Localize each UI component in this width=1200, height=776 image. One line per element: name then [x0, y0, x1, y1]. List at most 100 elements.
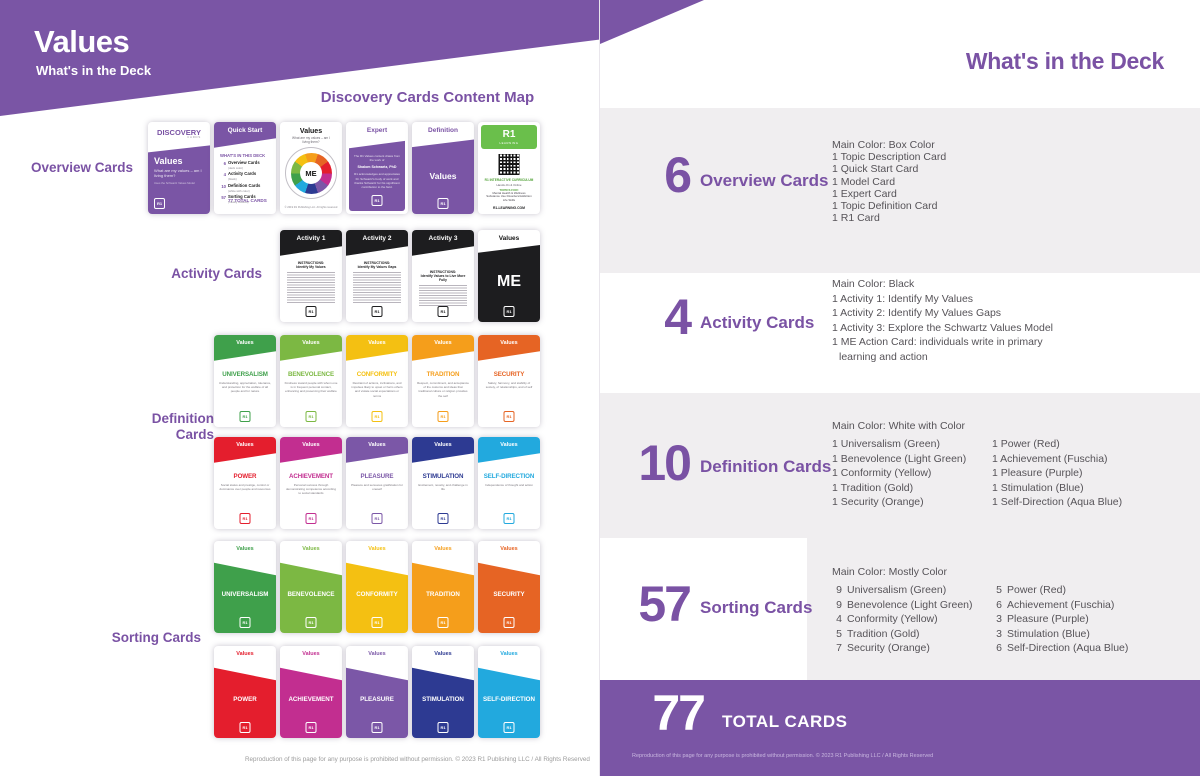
quick-start-item-count: 57 — [221, 195, 226, 201]
r1-logo-sub: LEARNING — [499, 140, 519, 145]
quick-start-item-count: 6 — [223, 161, 226, 166]
sorting-value-name: TRADITION — [426, 590, 460, 598]
card-activity-2: Activity 2 INSTRUCTIONS: Identify My Value… — [346, 230, 408, 322]
definition-detail-line: 1 Power (Red) — [992, 438, 1060, 450]
card-quick-start: Quick Start WHAT'S IN THIS DECK 6 Overview … — [214, 122, 276, 214]
sorting-values-banner: Values — [368, 546, 386, 552]
total-cards-bar — [600, 680, 1200, 776]
activity-paragraph-placeholder — [419, 284, 467, 307]
r1-curriculum-text: R1 INTERACTIVE CURRICULUM — [484, 178, 534, 182]
definition-card-body: Values R1 — [412, 139, 474, 214]
sorting-card-body: PLEASURE R1 — [346, 667, 408, 738]
activity-detail-line: learning and action — [839, 350, 928, 363]
definition-value-name: TRADITION — [426, 371, 460, 378]
quick-start-item-title: Overview Cards — [228, 160, 260, 165]
sorting-detail-line: 6 Self-Direction (Aqua Blue) — [992, 641, 1128, 656]
row-label-definition: Definition Cards — [0, 411, 214, 443]
definition-values-banner: Values — [280, 437, 342, 463]
card-model: Values What are my values – am I living t… — [280, 122, 342, 214]
r1-topics-label: TOPICS FOR: — [499, 187, 519, 192]
activity-body: INSTRUCTIONS: Identify My Values — [286, 261, 336, 304]
r1-logo-icon: R1 — [437, 411, 449, 422]
overview-details: Main Color: Box Color 1 Topic Description… — [832, 139, 946, 224]
definition-value-text: Kindness toward people with whom one is … — [284, 381, 338, 394]
overview-detail-line: 1 Topic Definition Card — [832, 200, 938, 213]
overview-detail-line: Main Color: Box Color — [832, 139, 935, 151]
definition-count: 10 — [638, 435, 692, 491]
total-label: TOTAL CARDS — [722, 712, 848, 731]
activity-detail-line: 1 Activity 1: Identify My Values — [832, 292, 974, 305]
expert-card-heading: Expert — [366, 127, 388, 134]
right-footer-text: Reproduction of this page for any purpos… — [632, 753, 934, 759]
expert-name: Shalom Schwartz, PhD — [357, 165, 397, 170]
card-definition-conformity: Values CONFORMITY Restraint of actions, in… — [346, 335, 408, 427]
sorting-details-band — [807, 538, 1200, 680]
sorting-detail-count: 6 — [996, 598, 1002, 611]
definition-value-text: Personal success through demonstrating c… — [285, 483, 337, 496]
row-label-definition-line1: Definition — [151, 411, 214, 426]
card-definition-power: Values POWER Social status and prestige, c… — [214, 437, 276, 529]
sorting-card-body: SECURITY R1 — [478, 562, 540, 633]
r1-topic-line: Mental Health & Wellness — [492, 190, 526, 195]
deck-title: Values — [34, 24, 130, 59]
definition-value-text: Independence of thought and action — [485, 483, 533, 487]
discovery-card-note: Uses the Schwartz Values Model — [154, 180, 195, 185]
definition-value-name: ACHIEVEMENT — [289, 473, 333, 480]
r1-logo-icon: R1 — [503, 306, 515, 317]
sorting-details-col1: 9 Universalism (Green) 9 Benevolence (Light… — [832, 583, 973, 656]
definition-card-title: Values — [429, 171, 457, 182]
r1-hands-on-text: Hands-On & Online — [496, 182, 522, 187]
definition-value-name: SECURITY — [493, 371, 525, 378]
definition-value-name: SELF-DIRECTION — [483, 473, 535, 480]
sorting-values-banner: Values — [434, 651, 452, 657]
activity-details: Main Color: Black 1 Activity 1: Identify … — [832, 277, 1053, 365]
card-sorting-self-direction: Values SELF-DIRECTION R1 — [478, 646, 540, 738]
card-definition-universalism: Values UNIVERSALISM Understanding, appreci… — [214, 335, 276, 427]
r1-logo-icon: R1 — [305, 411, 317, 422]
card-sorting-pleasure: Values PLEASURE R1 — [346, 646, 408, 738]
sorting-detail-text: Universalism (Green) — [847, 584, 947, 596]
overview-detail-line: 1 Topic Description Card — [832, 151, 947, 164]
sorting-value-name: ACHIEVEMENT — [288, 695, 334, 703]
sorting-detail-count: 9 — [836, 584, 842, 596]
definition-values-banner: Values — [214, 437, 276, 463]
definition-value-name: STIMULATION — [422, 473, 464, 480]
left-footer-text: Reproduction of this page for any purpos… — [245, 756, 590, 763]
quick-start-heading: WHAT'S IN THIS DECK — [220, 153, 266, 158]
sorting-detail-count: 9 — [836, 598, 842, 611]
sorting-values-banner: Values — [500, 651, 518, 657]
quick-start-item: 10 Definition Cards (white with color) — [219, 183, 274, 193]
r1-logo-icon: R1 — [503, 513, 515, 524]
card-sorting-conformity: Values CONFORMITY R1 — [346, 541, 408, 633]
activity-body: INSTRUCTIONS: Identify My Values Gaps — [352, 261, 402, 304]
row-label-overview: Overview Cards — [30, 160, 133, 175]
card-sorting-benevolence: Values BENEVOLENCE R1 — [280, 541, 342, 633]
sorting-card-body: SELF-DIRECTION R1 — [478, 667, 540, 738]
definition-detail-line: 1 Achievement (Fuschia) — [992, 452, 1108, 465]
quick-start-item-text: Definition Cards (white with color) — [228, 183, 260, 193]
expert-card-line2: R1 acknowledges and appreciates Dr. Schw… — [354, 172, 400, 189]
quick-start-item-count: 4 — [223, 172, 226, 178]
sorting-values-banner: Values — [302, 546, 320, 552]
definition-details-col2: 1 Power (Red) 1 Achievement (Fuschia) 1 Pl… — [992, 437, 1122, 510]
quick-start-item: 57 Sorting Cards (mostly colored) — [219, 194, 274, 204]
definition-card-heading: Definition — [428, 127, 458, 134]
definition-values-banner: Values — [478, 437, 540, 463]
sorting-detail-count: 7 — [836, 642, 842, 655]
sorting-detail-text: Benevolence (Light Green) — [847, 598, 973, 611]
sorting-values-banner: Values — [236, 546, 254, 552]
sorting-cards-row-1: Values UNIVERSALISM R1 Values BENEVOLENCE R1 V… — [214, 541, 540, 633]
definition-value-name: PLEASURE — [360, 473, 394, 480]
definition-value-text: Social status and prestige, control or d… — [219, 483, 271, 492]
activity-paragraph-placeholder — [353, 271, 401, 304]
sorting-detail-count: 5 — [836, 627, 842, 640]
overview-detail-line: 1 Expert Card — [832, 187, 897, 200]
card-expert: Expert The R1 Values content draws from t… — [346, 122, 408, 214]
definition-value-text: Pleasure and sensuous gratification for … — [351, 483, 403, 492]
expert-card-body: The R1 Values content draws from the wor… — [349, 140, 405, 211]
sorting-value-name: POWER — [233, 695, 257, 703]
activity-label: Activity Cards — [700, 313, 815, 332]
r1-logo-icon: R1 — [371, 195, 383, 206]
r1-logo-icon: R1 — [371, 411, 383, 422]
r1-url-text: R1-LEARNING.COM — [492, 205, 526, 210]
